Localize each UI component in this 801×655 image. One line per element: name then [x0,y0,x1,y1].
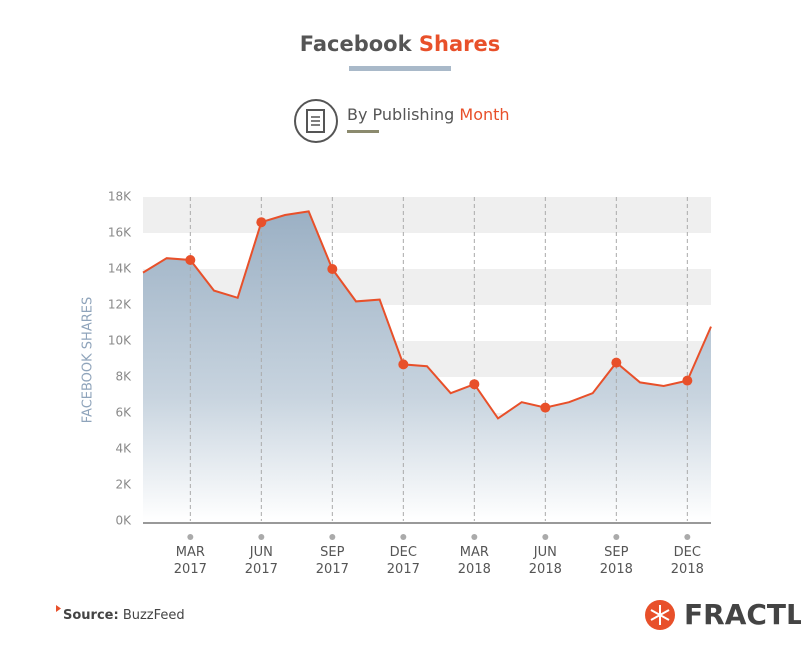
point [256,217,267,228]
y-tick-label: 2K [115,478,132,492]
y-axis-label: FACEBOOK SHARES [81,297,96,423]
subtitle-part: Month [459,105,509,124]
x-tick-dot [258,534,265,540]
chart-title: Facebook Shares [300,32,501,56]
source-name: BuzzFeed [123,608,185,623]
doc-icon [311,116,320,126]
bullet [56,605,61,612]
x-tick-label: MAR 2018 [457,545,491,577]
subtitle: By Publishing Month [347,105,510,124]
y-tick-label: 6K [115,406,132,420]
brand: FRACTL [684,598,801,631]
point [682,375,693,386]
y-tick-label: 8K [115,370,132,384]
point [398,359,409,370]
source: Source: BuzzFeed [63,608,185,623]
x-tick-label: JUN 2018 [528,545,562,577]
doc-icon [306,109,325,133]
x-tick-label: SEP 2017 [315,545,349,577]
brand-icon [645,600,675,630]
subtitle-part: By Publishing [347,105,454,124]
title-part: Shares [419,32,500,56]
x-tick-dot [684,534,691,540]
point [540,402,551,413]
y-tick-label: 16K [108,226,132,240]
x-tick-label: DEC 2017 [386,545,420,577]
x-tick-dot [542,534,549,540]
x-tick-dot [329,534,336,540]
title-part: Facebook [300,32,413,56]
grid-band [143,197,711,233]
point [327,264,338,274]
source-label: Source: [63,608,119,623]
x-tick-label: JUN 2017 [244,545,278,577]
x-tick-label: SEP 2018 [599,545,633,577]
y-tick-label: 10K [108,334,132,348]
x-tick-dot [187,534,194,540]
point [611,357,622,368]
x-tick-dot [613,534,620,540]
subtitle-underline [347,130,379,133]
x-tick-dot [471,534,478,540]
point [185,255,196,265]
y-tick-label: 12K [108,298,132,312]
x-tick-dot [400,534,407,540]
x-tick-label: DEC 2018 [670,545,704,577]
doc-icon [294,99,338,143]
point [469,379,480,390]
y-tick-label: 0K [115,514,132,528]
y-tick-label: 14K [108,262,132,276]
y-tick-label: 18K [108,190,132,204]
title-underline [349,66,451,71]
x-tick-label: MAR 2017 [173,545,207,577]
y-tick-label: 4K [115,442,132,456]
